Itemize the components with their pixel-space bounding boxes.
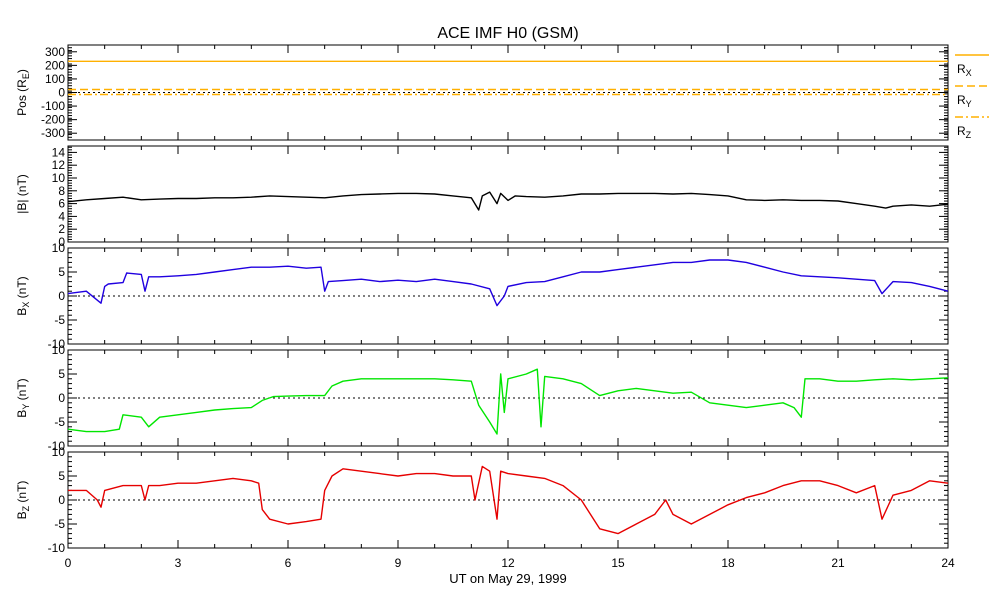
x-tick-label: 3 [175,556,182,570]
series-line-by [67,368,949,435]
panel-by: -10 -5 0 5 10 BY (nT) [15,343,949,453]
y-tick-label: 14 [52,145,66,159]
y-tick-label: -200 [41,113,65,127]
x-axis-label: UT on May 29, 1999 [449,571,567,586]
x-tick-label: 12 [501,556,515,570]
y-tick-label: 0 [58,86,65,100]
chart-title: ACE IMF H0 (GSM) [437,25,578,42]
y-tick-label: 0 [58,493,65,507]
y-tick-label: 5 [58,469,65,483]
series-line-bz [68,465,949,535]
y-tick-label: 100 [45,72,65,86]
x-tick-label: 15 [611,556,625,570]
x-tick-label: 6 [285,556,292,570]
y-tick-label: -10 [48,541,66,555]
legend-label: RY [957,93,972,109]
x-tick-label: 18 [721,556,735,570]
legend: RX RY RZ [955,54,989,140]
panel-bx: -10 -5 0 5 10 BX (nT) [15,241,949,351]
y-tick-label: 5 [58,367,65,381]
y-tick-label: 4 [58,209,65,223]
y-tick-label: 10 [52,445,66,459]
panel-bz: -10 -5 0 5 10 BZ (nT) [15,445,949,555]
y-tick-label: 5 [58,265,65,279]
x-tick-label: 9 [395,556,402,570]
y-tick-label: -300 [41,126,65,140]
y-tick-label: -5 [54,313,65,327]
y-tick-label: 200 [45,58,65,72]
y-tick-label: -10 [48,337,66,351]
y-tick-label: 0 [58,289,65,303]
y-tick-label: 0 [58,391,65,405]
y-tick-label: -100 [41,99,65,113]
x-tick-label: 21 [831,556,845,570]
y-tick-label: -10 [48,439,66,453]
legend-label: RZ [957,124,972,140]
y-axis-label: BY (nT) [15,378,31,417]
legend-label: RX [957,62,972,78]
x-axis-ticks: 0 3 6 9 12 15 18 21 24 [65,556,955,570]
series-line-bmag [67,191,949,211]
panel-frame [67,145,949,243]
y-axis-label: BX (nT) [15,276,31,315]
y-tick-label: 12 [52,158,66,172]
y-tick-label: -5 [54,517,65,531]
y-tick-label: 10 [52,343,66,357]
y-axis-label: |B| (nT) [15,174,29,214]
series-line-bx [67,259,949,307]
x-tick-label: 24 [941,556,955,570]
x-tick-label: 0 [65,556,72,570]
y-axis-label: Pos (RE) [15,69,31,116]
y-tick-label: 2 [58,222,65,236]
y-tick-label: 8 [58,184,65,198]
y-tick-label: 10 [52,241,66,255]
y-tick-label: 0 [58,235,65,249]
y-tick-label: -5 [54,415,65,429]
y-axis-label: BZ (nT) [15,481,31,520]
y-tick-label: 10 [52,171,66,185]
y-tick-label: 300 [45,45,65,59]
y-tick-label: 6 [58,197,65,211]
